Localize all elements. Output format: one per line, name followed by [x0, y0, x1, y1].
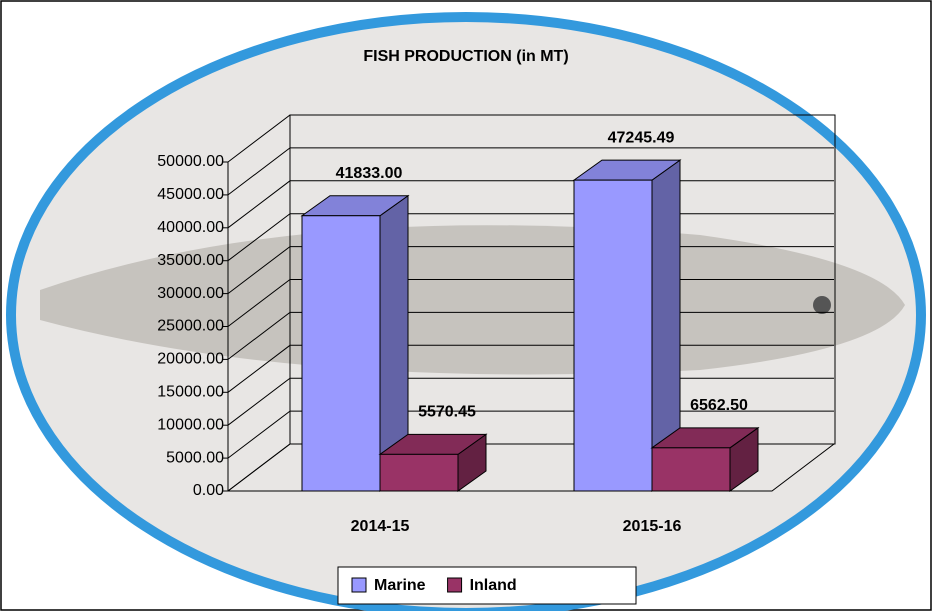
- bar-front: [301, 215, 381, 492]
- x-tick-label: 2015-16: [623, 518, 682, 535]
- value-label: 47245.49: [608, 129, 675, 146]
- value-label: 41833.00: [336, 165, 403, 182]
- legend-label: Marine: [374, 577, 426, 594]
- y-tick-label: 5000.00: [166, 449, 224, 466]
- bar-front: [651, 447, 731, 492]
- bar: [572, 159, 682, 492]
- y-tick-label: 40000.00: [157, 219, 224, 236]
- legend-swatch: [351, 577, 367, 593]
- bar-front: [379, 453, 459, 492]
- grid-line: [227, 114, 834, 163]
- legend-label: Inland: [470, 577, 517, 594]
- bar-front: [573, 179, 653, 492]
- y-tick-label: 50000.00: [157, 153, 224, 170]
- value-label: 6562.50: [690, 397, 748, 414]
- legend-swatch: [447, 577, 463, 593]
- y-tick-label: 15000.00: [157, 384, 224, 401]
- bar: [650, 426, 760, 492]
- y-tick-label: 10000.00: [157, 416, 224, 433]
- y-tick-label: 0.00: [193, 482, 224, 499]
- chart-title: FISH PRODUCTION (in MT): [363, 48, 568, 65]
- grid-line: [227, 147, 834, 196]
- y-tick-label: 20000.00: [157, 351, 224, 368]
- y-tick-label: 35000.00: [157, 252, 224, 269]
- y-tick-label: 25000.00: [157, 318, 224, 335]
- bar: [300, 194, 410, 492]
- y-tick-label: 45000.00: [157, 186, 224, 203]
- y-tick-label: 30000.00: [157, 285, 224, 302]
- fish-eye: [813, 296, 831, 314]
- legend: Marine Inland: [337, 566, 637, 605]
- fish-image: [40, 225, 905, 375]
- value-label: 5570.45: [418, 404, 476, 421]
- legend-box: [337, 566, 637, 605]
- x-tick-label: 2014-15: [351, 518, 410, 535]
- bar: [378, 433, 488, 492]
